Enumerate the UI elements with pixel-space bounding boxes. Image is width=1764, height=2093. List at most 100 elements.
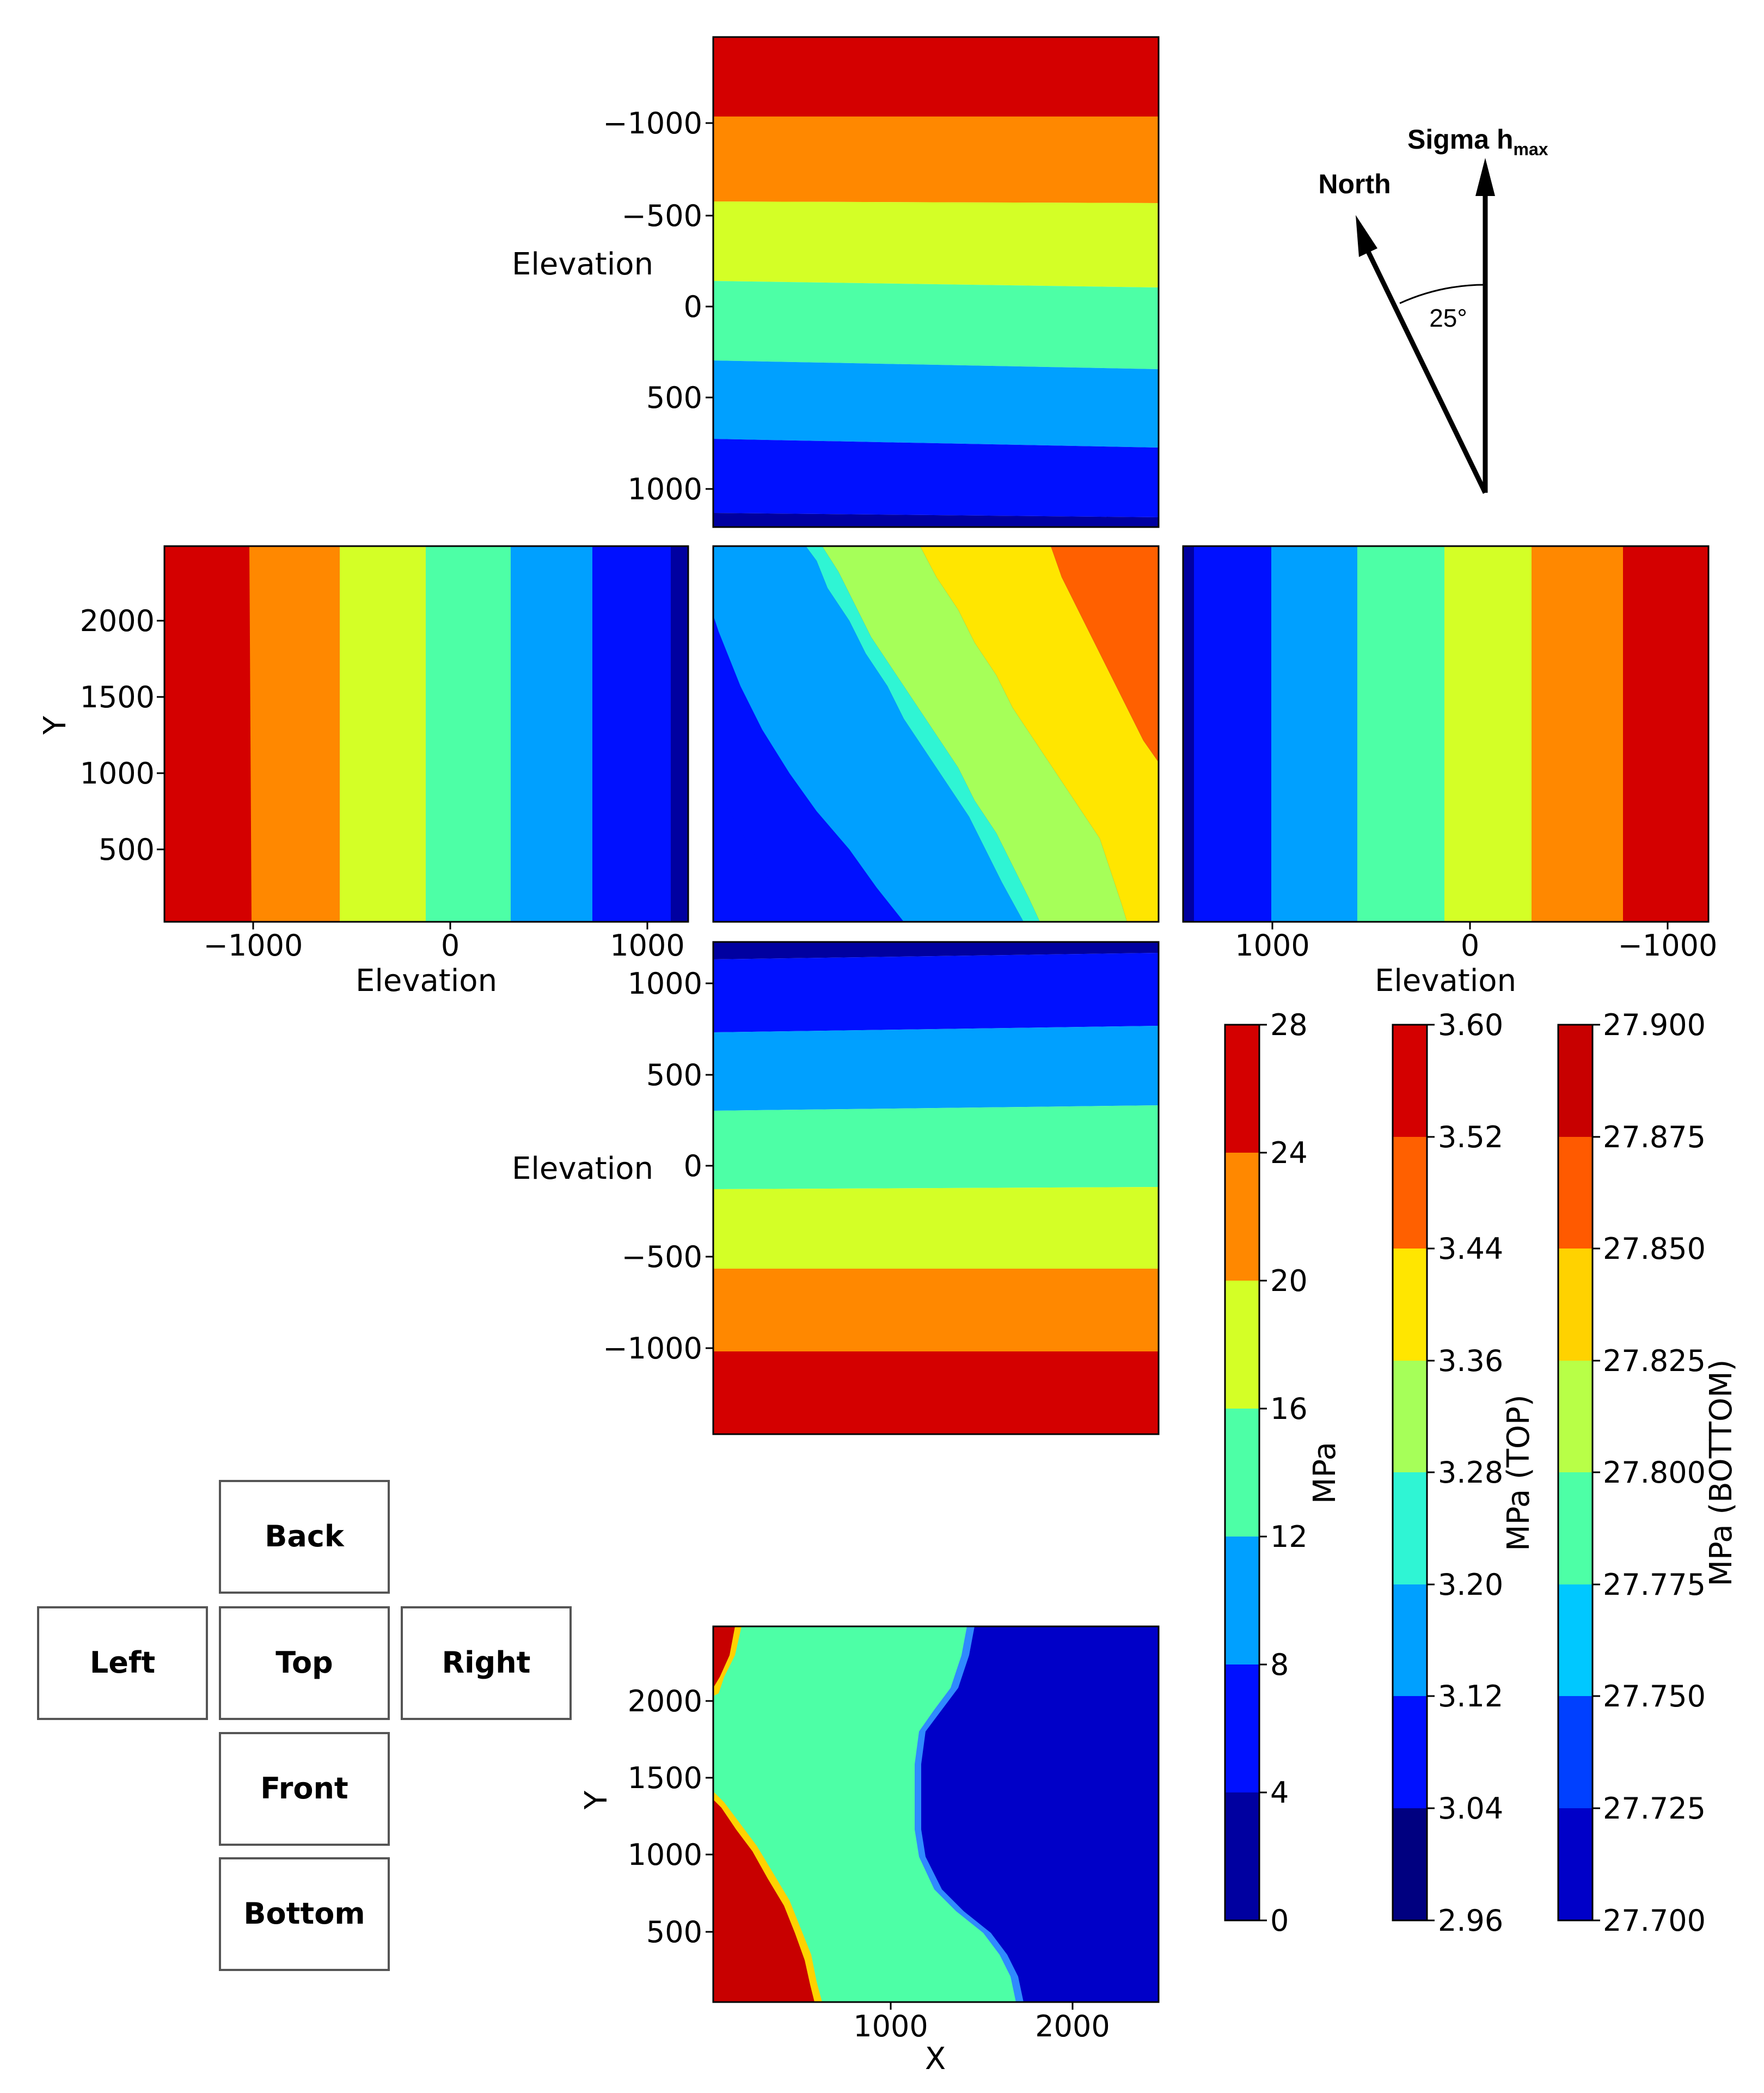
legend-front-label: Front [260, 1771, 348, 1806]
colorbar-mpa-tick-label: 8 [1270, 1648, 1289, 1682]
colorbar-top-segment [1393, 1696, 1427, 1808]
colorbar-bottom-segment [1558, 1025, 1592, 1137]
front-band-16-20 [713, 1187, 1159, 1269]
bottom-ytick-label: 1000 [628, 1838, 702, 1872]
front-band-4-8 [713, 953, 1159, 1032]
colorbar-mpa-tick-label: 28 [1270, 1008, 1308, 1042]
bottom-ylabel: Y [579, 1790, 614, 1810]
back-ytick-label: −1000 [603, 106, 702, 140]
front-ytick-label: 1000 [628, 966, 702, 1001]
back-ytick-label: 1000 [628, 472, 702, 506]
colorbar-bottom-segment [1558, 1808, 1592, 1920]
colorbar-bottom-tick-label: 27.875 [1603, 1120, 1706, 1154]
top-band-3.28-3.36 [822, 546, 1127, 922]
orientation-compass: 25° North Sigma hmax [1318, 124, 1548, 494]
back-band-24-28 [713, 37, 1159, 119]
colorbar-mpa-tick-label: 12 [1270, 1520, 1308, 1554]
right-xtick-label: 0 [1461, 928, 1479, 963]
back-band-8-12 [713, 360, 1159, 448]
colorbar-top-segment [1393, 1249, 1427, 1361]
colorbar-bottom-tick-label: 27.700 [1603, 1904, 1706, 1938]
bottom-ticks [706, 1700, 1074, 2010]
colorbar-bottom-ticks [1592, 1024, 1600, 1921]
colorbar-top-tick-label: 3.28 [1438, 1455, 1503, 1490]
bottom-ytick-label: 1500 [628, 1761, 702, 1795]
front-band-24-28 [713, 1351, 1159, 1434]
legend-back-label: Back [265, 1519, 345, 1553]
right-band-20-24 [1532, 546, 1623, 922]
left-ylabel: Y [38, 715, 73, 735]
colorbar-mpa-tick-label: 24 [1270, 1136, 1308, 1170]
right-band-16-20 [1444, 546, 1532, 922]
left-ytick-label: 2000 [80, 604, 155, 638]
colorbar-bottom-label: MPa (BOTTOM) [1704, 1360, 1739, 1587]
right-xtick-label: −1000 [1618, 928, 1718, 963]
back-ytick-label: 0 [684, 290, 702, 324]
front-panel: 1000 500 0 −500 −1000 Elevation [512, 941, 1160, 1435]
right-band-8-12 [1271, 546, 1357, 922]
legend-right-box [401, 1606, 572, 1720]
colorbar-mpa-ticks [1259, 1024, 1267, 1921]
right-xlabel: Elevation [1375, 963, 1516, 999]
back-band-20-24 [713, 117, 1159, 203]
legend-left-label: Left [90, 1645, 155, 1680]
left-ticks [157, 620, 648, 929]
left-band-12-16 [426, 546, 511, 922]
back-ylabel: Elevation [512, 247, 653, 282]
colorbar-mpa-frame [1224, 1024, 1260, 1921]
bottom-band-27.875-27.900-upper [713, 1626, 735, 1688]
left-xtick-label: −1000 [204, 928, 303, 963]
colorbar-bottom-segment [1558, 1249, 1592, 1361]
colorbar-top-label: MPa (TOP) [1501, 1394, 1536, 1551]
colorbar-top-segment [1393, 1472, 1427, 1584]
colorbar-top-tick-label: 3.44 [1438, 1232, 1503, 1266]
colorbar-top-segment [1393, 1808, 1427, 1920]
colorbar-mpa-tick-label: 20 [1270, 1264, 1308, 1298]
colorbar-bottom-tick-label: 27.725 [1603, 1791, 1706, 1826]
north-arrow-shaft [1365, 249, 1488, 494]
front-frame [712, 941, 1160, 1435]
top-band-3.04-3.12-main [713, 546, 904, 922]
colorbar-top-tick-label: 3.52 [1438, 1120, 1503, 1154]
bottom-ytick-label: 2000 [628, 1684, 702, 1718]
right-ticks [1271, 922, 1669, 929]
colorbar-bottom-segment [1558, 1472, 1592, 1584]
colorbar-bottom-tick-label: 27.825 [1603, 1344, 1706, 1378]
colorbar-top-tick-label: 2.96 [1438, 1904, 1503, 1938]
legend-left-box [37, 1606, 208, 1720]
colorbar-top-tick-label: 3.60 [1438, 1008, 1503, 1042]
angle-label: 25° [1429, 304, 1467, 332]
colorbar-mpa-top: 3.60 3.52 3.44 3.36 3.28 3.20 3.12 3.04 … [1392, 1008, 1536, 1938]
back-panel: −1000 −500 0 500 1000 Elevation [512, 36, 1160, 528]
right-panel: 1000 0 −1000 Elevation [1182, 545, 1718, 999]
colorbar-top-segment [1393, 1361, 1427, 1472]
left-xtick-label: 0 [441, 928, 460, 963]
colorbar-bottom-segment [1558, 1361, 1592, 1472]
colorbar-top-ticks [1427, 1024, 1435, 1921]
sigma-h-text: Sigma h [1407, 124, 1513, 155]
bottom-ytick-label: 500 [646, 1915, 702, 1949]
left-ytick-label: 1500 [80, 680, 155, 714]
front-ytick-label: −1000 [603, 1331, 702, 1366]
back-band-16-20 [713, 201, 1159, 287]
right-frame [1182, 545, 1710, 923]
colorbar-top-segment [1393, 1584, 1427, 1696]
left-frame [163, 545, 689, 923]
front-band-12-16 [713, 1105, 1159, 1189]
colorbar-bottom-tick-label: 27.800 [1603, 1455, 1706, 1490]
back-ytick-label: −500 [622, 199, 702, 233]
front-band-8-12 [713, 1026, 1159, 1111]
legend-front-box [219, 1732, 390, 1846]
legend-top-label: Top [275, 1645, 333, 1680]
left-band-20-24 [249, 546, 340, 922]
colorbar-bottom-tick-label: 27.775 [1603, 1568, 1706, 1602]
north-arrowhead-icon [1356, 215, 1377, 257]
bottom-xtick-label: 1000 [853, 2009, 928, 2043]
colorbar-mpa-tick-label: 4 [1270, 1776, 1289, 1810]
north-label: North [1318, 169, 1391, 199]
back-ytick-label: 500 [646, 381, 702, 415]
colorbar-bottom-segment [1558, 1696, 1592, 1808]
colorbar-top-tick-label: 3.20 [1438, 1568, 1503, 1602]
colorbar-bottom-segment [1558, 1584, 1592, 1696]
